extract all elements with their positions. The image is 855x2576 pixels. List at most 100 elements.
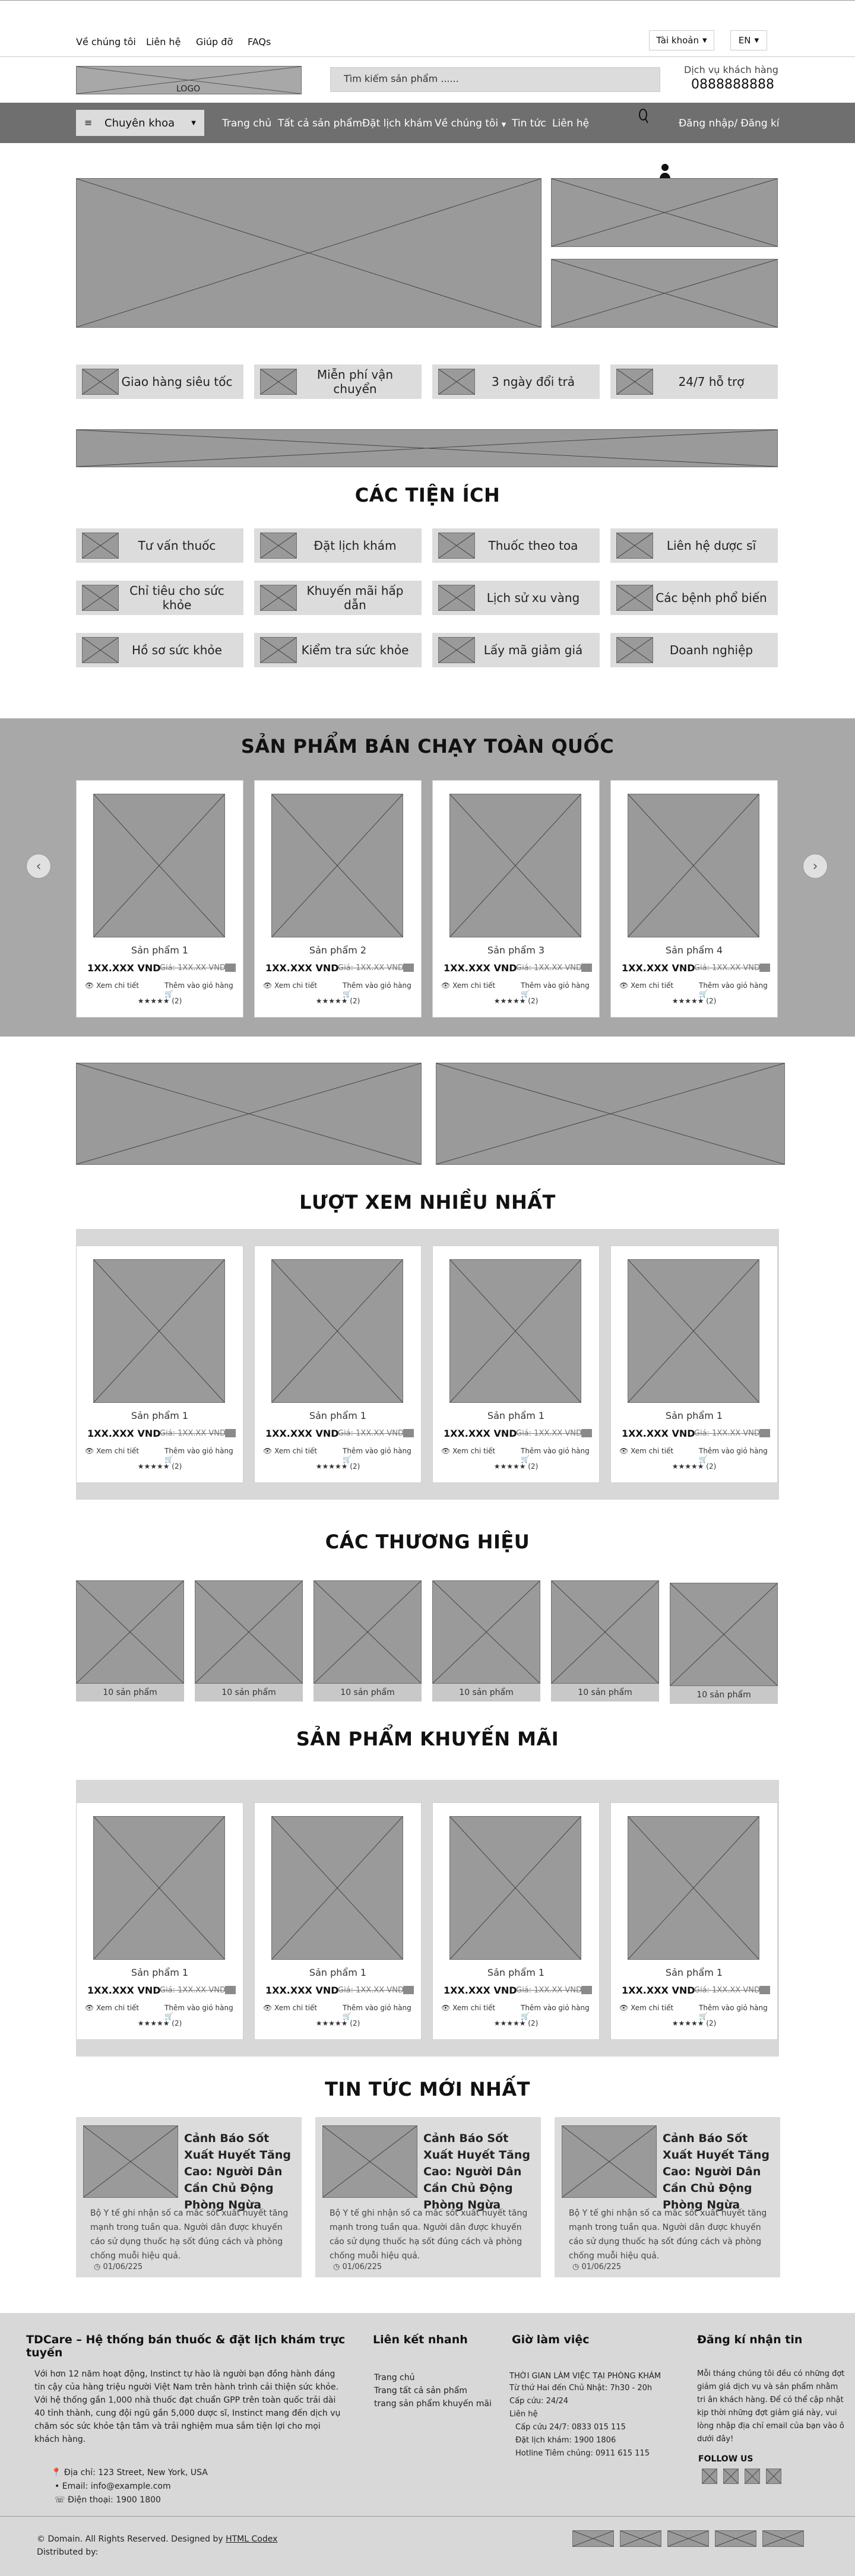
product-name[interactable]: Sản phẩm 1 (309, 1967, 367, 1978)
view-detail-button[interactable]: 👁 Xem chi tiết (85, 1447, 139, 1455)
view-detail-button[interactable]: 👁 Xem chi tiết (263, 981, 317, 990)
view-detail-button[interactable]: 👁 Xem chi tiết (85, 2004, 139, 2012)
social-icon[interactable] (766, 2469, 781, 2484)
footer-hours-4[interactable]: Cấp cứu 24/7: 0833 015 115 (515, 2423, 626, 2432)
utility-item[interactable]: Chỉ tiêu cho sức khỏe (76, 581, 243, 615)
footer-designer-link[interactable]: HTML Codex (226, 2534, 278, 2544)
news-thumbnail[interactable] (562, 2125, 657, 2198)
product-image[interactable] (628, 1816, 759, 1960)
add-to-cart-button[interactable]: Thêm vào giỏ hàng 🛒 (699, 1447, 777, 1463)
product-image[interactable] (271, 1816, 403, 1960)
product-image[interactable] (449, 1816, 581, 1960)
product-image[interactable] (271, 794, 403, 937)
product-name[interactable]: Sản phẩm 1 (665, 1410, 723, 1421)
product-image[interactable] (93, 1259, 225, 1403)
product-card[interactable]: Sản phẩm 2 1XX.XXX VND Giá: 1XX.XX VND 👁 Xe… (254, 780, 422, 1018)
news-headline[interactable]: Cảnh Báo Sốt Xuất Huyết Tăng Cao: Người … (423, 2132, 530, 2211)
product-name[interactable]: Sản phẩm 1 (309, 1410, 367, 1421)
nav-news[interactable]: Tin tức (512, 118, 546, 129)
news-thumbnail[interactable] (83, 2125, 178, 2198)
brand-card[interactable]: 10 sản phẩm (670, 1583, 778, 1704)
add-to-cart-button[interactable]: Thêm vào giỏ hàng 🛒 (699, 981, 777, 998)
product-name[interactable]: Sản phẩm 4 (665, 945, 723, 956)
view-detail-button[interactable]: 👁 Xem chi tiết (619, 2004, 673, 2012)
carousel-prev-button[interactable]: ‹ (26, 854, 51, 879)
product-card[interactable]: Sản phẩm 1 1XX.XXX VND Giá: 1XX.XX VND 👁 Xe… (76, 1802, 243, 2040)
top-link-about[interactable]: Về chúng tôi (76, 36, 136, 47)
utility-item[interactable]: Khuyến mãi hấp dẫn (254, 581, 422, 615)
utility-item[interactable]: Kiểm tra sức khỏe (254, 633, 422, 667)
hero-banner-main[interactable] (76, 178, 542, 328)
top-link-faqs[interactable]: FAQs (248, 36, 271, 47)
footer-quick-link-home[interactable]: Trang chủ (374, 2373, 415, 2382)
view-detail-button[interactable]: 👁 Xem chi tiết (441, 1447, 495, 1455)
top-link-help[interactable]: Giúp đỡ (196, 36, 233, 47)
mid-banner-left[interactable] (76, 1063, 422, 1165)
product-card[interactable]: Sản phẩm 3 1XX.XXX VND Giá: 1XX.XX VND 👁 Xe… (432, 780, 600, 1018)
product-image[interactable] (271, 1259, 403, 1403)
brand-card[interactable]: 10 sản phẩm (432, 1580, 540, 1702)
product-card[interactable]: Sản phẩm 1 1XX.XXX VND Giá: 1XX.XX VND 👁 Xe… (432, 1802, 600, 2040)
social-icon[interactable] (745, 2469, 760, 2484)
social-icon[interactable] (702, 2469, 717, 2484)
add-to-cart-button[interactable]: Thêm vào giỏ hàng 🛒 (699, 2004, 777, 2020)
footer-quick-link-products[interactable]: Trang tất cả sản phẩm (374, 2386, 467, 2396)
top-link-contact[interactable]: Liên hệ (146, 36, 181, 47)
wide-banner[interactable] (76, 429, 778, 467)
footer-hours-6[interactable]: Hotline Tiêm chủng: 0911 615 115 (515, 2449, 650, 2458)
add-to-cart-button[interactable]: Thêm vào giỏ hàng 🛒 (343, 1447, 421, 1463)
add-to-cart-button[interactable]: Thêm vào giỏ hàng 🛒 (521, 981, 599, 998)
product-name[interactable]: Sản phẩm 2 (309, 945, 367, 956)
logo[interactable]: LOGO (76, 66, 302, 94)
brand-card[interactable]: 10 sản phẩm (551, 1580, 659, 1702)
product-name[interactable]: Sản phẩm 1 (665, 1967, 723, 1978)
product-image[interactable] (93, 794, 225, 937)
footer-email[interactable]: • Email: info@example.com (55, 2480, 171, 2493)
product-name[interactable]: Sản phẩm 1 (487, 1967, 545, 1978)
product-card[interactable]: Sản phẩm 1 1XX.XXX VND Giá: 1XX.XX VND 👁 Xe… (610, 1246, 778, 1483)
news-thumbnail[interactable] (322, 2125, 417, 2198)
news-headline[interactable]: Cảnh Báo Sốt Xuất Huyết Tăng Cao: Người … (184, 2132, 291, 2211)
nav-contact[interactable]: Liên hệ (552, 118, 590, 129)
view-detail-button[interactable]: 👁 Xem chi tiết (263, 1447, 317, 1455)
search-input[interactable]: Tìm kiếm sản phẩm ...... (330, 67, 660, 92)
news-card[interactable]: Cảnh Báo Sốt Xuất Huyết Tăng Cao: Người … (76, 2117, 302, 2277)
product-card[interactable]: Sản phẩm 1 1XX.XXX VND Giá: 1XX.XX VND 👁 Xe… (76, 780, 243, 1018)
footer-quick-link-promo[interactable]: trang sản phẩm khuyến mãi (374, 2399, 492, 2409)
view-detail-button[interactable]: 👁 Xem chi tiết (85, 981, 139, 990)
brand-card[interactable]: 10 sản phẩm (195, 1580, 303, 1702)
product-card[interactable]: Sản phẩm 4 1XX.XXX VND Giá: 1XX.XX VND 👁 Xe… (610, 780, 778, 1018)
nav-about[interactable]: Về chúng tôi ▼ (435, 118, 506, 129)
product-card[interactable]: Sản phẩm 1 1XX.XXX VND Giá: 1XX.XX VND 👁 Xe… (610, 1802, 778, 2040)
mid-banner-right[interactable] (436, 1063, 785, 1165)
utility-item[interactable]: Liên hệ dược sĩ (610, 528, 778, 563)
utility-item[interactable]: Thuốc theo toa (432, 528, 600, 563)
product-name[interactable]: Sản phẩm 1 (131, 945, 189, 956)
product-image[interactable] (628, 1259, 759, 1403)
login-link[interactable]: Đăng nhập/ Đăng kí (679, 118, 780, 129)
product-name[interactable]: Sản phẩm 3 (487, 945, 545, 956)
utility-item[interactable]: Tư vấn thuốc (76, 528, 243, 563)
view-detail-button[interactable]: 👁 Xem chi tiết (441, 981, 495, 990)
nav-all-products[interactable]: Tất cả sản phẩm (278, 118, 363, 129)
product-card[interactable]: Sản phẩm 1 1XX.XXX VND Giá: 1XX.XX VND 👁 Xe… (432, 1246, 600, 1483)
hero-banner-side-bottom[interactable] (551, 259, 778, 328)
add-to-cart-button[interactable]: Thêm vào giỏ hàng 🛒 (164, 2004, 243, 2020)
nav-booking[interactable]: Đặt lịch khám (362, 118, 433, 129)
product-name[interactable]: Sản phẩm 1 (131, 1967, 189, 1978)
utility-item[interactable]: Đặt lịch khám (254, 528, 422, 563)
view-detail-button[interactable]: 👁 Xem chi tiết (263, 2004, 317, 2012)
add-to-cart-button[interactable]: Thêm vào giỏ hàng 🛒 (164, 981, 243, 998)
utility-item[interactable]: Doanh nghiệp (610, 633, 778, 667)
category-button[interactable]: ≡ Chuyên khoa ▼ (76, 110, 204, 136)
nav-home[interactable]: Trang chủ (222, 118, 272, 129)
view-detail-button[interactable]: 👁 Xem chi tiết (619, 981, 673, 990)
hero-banner-side-top[interactable] (551, 178, 778, 247)
news-card[interactable]: Cảnh Báo Sốt Xuất Huyết Tăng Cao: Người … (555, 2117, 780, 2277)
add-to-cart-button[interactable]: Thêm vào giỏ hàng 🛒 (343, 981, 421, 998)
add-to-cart-button[interactable]: Thêm vào giỏ hàng 🛒 (343, 2004, 421, 2020)
news-headline[interactable]: Cảnh Báo Sốt Xuất Huyết Tăng Cao: Người … (663, 2132, 770, 2211)
news-card[interactable]: Cảnh Báo Sốt Xuất Huyết Tăng Cao: Người … (315, 2117, 541, 2277)
view-detail-button[interactable]: 👁 Xem chi tiết (441, 2004, 495, 2012)
add-to-cart-button[interactable]: Thêm vào giỏ hàng 🛒 (521, 2004, 599, 2020)
